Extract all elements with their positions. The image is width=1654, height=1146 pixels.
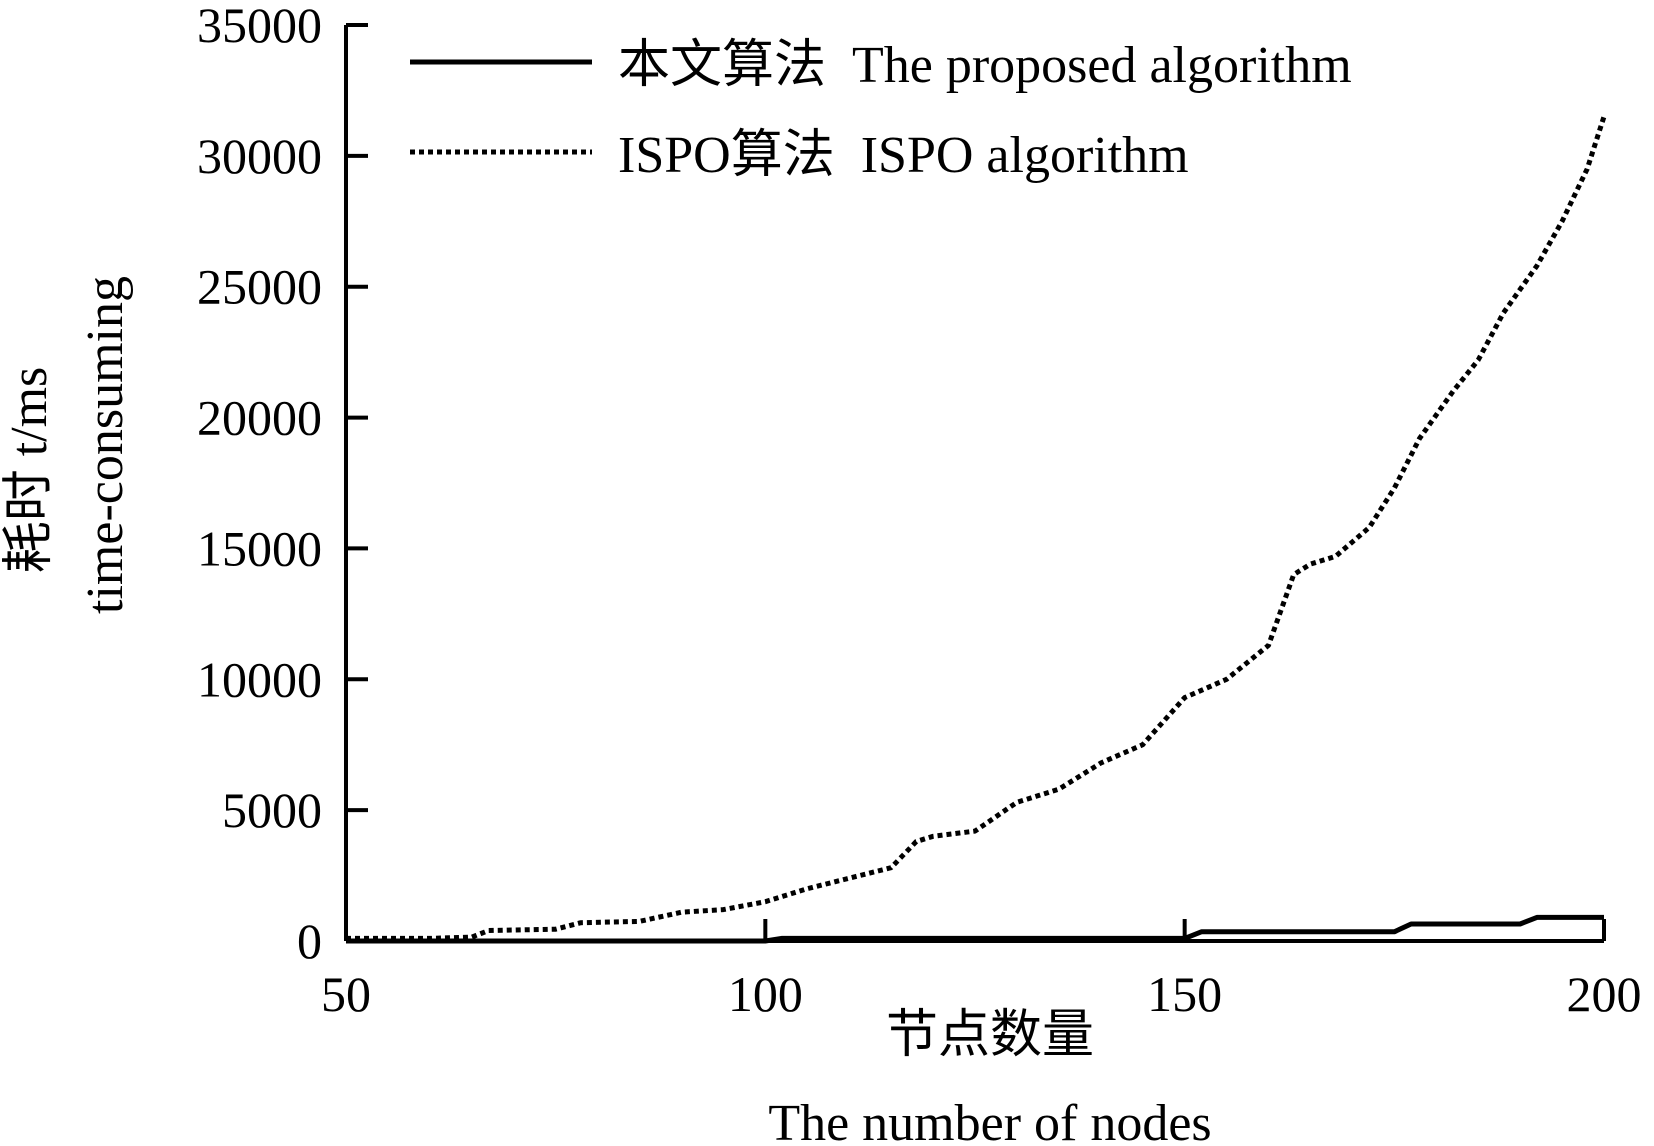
legend: 本文算法 The proposed algorithm ISPO算法 ISPO … bbox=[410, 37, 1352, 184]
series-layer bbox=[346, 115, 1607, 944]
x-tick-label: 150 bbox=[1147, 966, 1222, 1022]
legend-label-proposed: 本文算法 The proposed algorithm bbox=[618, 37, 1352, 94]
x-tick-label: 50 bbox=[321, 966, 371, 1022]
y-tick-label: 5000 bbox=[222, 782, 322, 838]
x-tick-label: 100 bbox=[728, 966, 803, 1022]
series-line-ispo bbox=[346, 115, 1607, 941]
y-tick-label: 0 bbox=[297, 913, 322, 969]
y-tick-label: 20000 bbox=[197, 390, 322, 446]
x-axis-title-cn: 节点数量 bbox=[886, 1007, 1094, 1064]
y-tick-label: 30000 bbox=[197, 128, 322, 184]
y-tick-label: 35000 bbox=[197, 0, 322, 53]
y-axis-title-en: time-consuming bbox=[77, 276, 134, 614]
x-tick-label: 200 bbox=[1567, 966, 1642, 1022]
y-tick-label: 15000 bbox=[197, 520, 322, 576]
y-tick-label: 10000 bbox=[197, 651, 322, 707]
y-axis-title-cn: 耗时 t/ms bbox=[1, 367, 58, 574]
series-line-proposed bbox=[346, 914, 1604, 944]
y-tick-label: 25000 bbox=[197, 259, 322, 315]
y-ticks: 0 5000 10000 15000 20000 25000 30000 35000 bbox=[197, 0, 368, 969]
x-ticks: 50 100 150 200 bbox=[321, 919, 1642, 1022]
legend-label-ispo: ISPO算法 ISPO algorithm bbox=[618, 127, 1189, 184]
x-axis-title-en: The number of nodes bbox=[768, 1095, 1211, 1146]
